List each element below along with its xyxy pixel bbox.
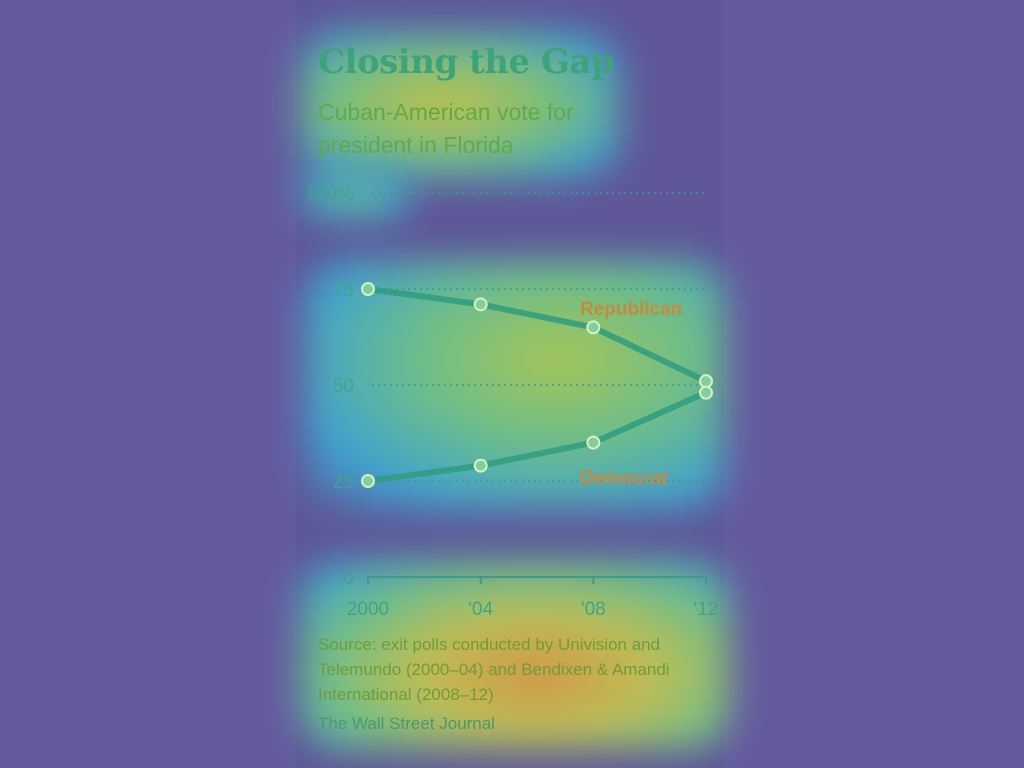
label-layer: Republican Democrat (580, 299, 682, 489)
x-tick-label: 2000 (347, 599, 389, 620)
data-point-democrat (361, 474, 375, 488)
series-layer (361, 282, 713, 488)
chart-credit: The Wall Street Journal (318, 714, 495, 733)
y-tick-label: 25 (333, 472, 354, 493)
data-point-democrat (699, 385, 713, 400)
chart-source: Source: exit polls conducted by Univisio… (318, 635, 670, 704)
x-tick-label: '08 (581, 599, 606, 620)
chart-title: Closing the Gap (318, 42, 615, 82)
series-line-democrat (365, 389, 709, 484)
data-point-democrat (473, 458, 488, 473)
x-tick-label: '12 (694, 599, 719, 620)
series-line-republican (365, 286, 709, 385)
data-point-republican (699, 374, 713, 389)
y-tick-label: 50 (333, 376, 354, 397)
data-point-democrat (586, 435, 601, 450)
data-point-republican (361, 282, 375, 296)
series-label-democrat: Democrat (580, 468, 668, 489)
data-point-republican (473, 297, 488, 312)
series-label-republican: Republican (580, 299, 682, 320)
y-tick-label: 100% (305, 184, 354, 205)
y-tick-label: 0 (343, 568, 354, 589)
chart-subtitle: Cuban-American vote for president in Flo… (318, 99, 574, 158)
data-point-republican (586, 320, 601, 335)
axis-layer: 100% 75 50 25 0 2000 '04 '08 '12 (305, 184, 718, 620)
x-tick-label: '04 (468, 599, 493, 620)
grid-layer (372, 192, 706, 482)
y-tick-label: 75 (333, 280, 354, 301)
